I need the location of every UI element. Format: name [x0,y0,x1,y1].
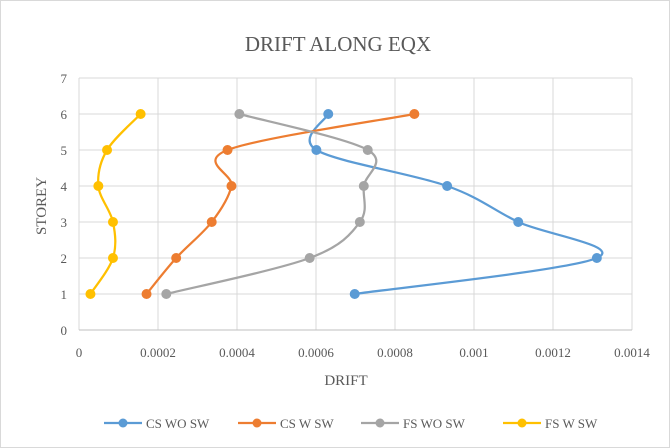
x-tick-label: 0.0002 [140,345,176,360]
series-group [85,109,604,299]
data-point [135,109,146,119]
legend: CS WO SW CS W SW FS WO SW FS W SW [104,416,598,431]
series-line [89,113,142,295]
data-point [362,145,373,155]
data-point [226,181,237,191]
legend-item: FS WO SW [361,416,466,431]
data-point [358,181,369,191]
data-point [354,217,365,227]
legend-item: FS W SW [503,416,598,431]
y-tick-label: 3 [61,215,68,230]
series-fs-wo-sw [161,109,378,299]
series-cs-wo-sw [308,109,604,299]
series-fs-w-sw [85,109,146,299]
legend-swatch-marker [375,418,385,428]
gridlines [79,77,633,330]
data-point [323,109,334,119]
data-point [107,253,118,263]
data-point [513,217,524,227]
axes [78,78,632,331]
data-point [206,217,217,227]
data-point [409,109,420,119]
data-point [93,181,104,191]
y-tick-label: 6 [61,107,68,122]
data-point [349,289,360,299]
data-point [141,289,152,299]
legend-label: FS W SW [545,416,598,431]
x-tick-label: 0.0014 [614,345,650,360]
x-tick-labels: 0 0.0002 0.0004 0.0006 0.0008 0.001 0.0012 0.00… [76,345,651,360]
data-point [442,181,453,191]
data-point [234,109,245,119]
x-tick-label: 0.0006 [298,345,334,360]
y-tick-label: 2 [61,251,68,266]
data-point [591,253,602,263]
legend-swatch-marker [252,418,262,428]
series-line [166,112,378,296]
legend-item: CS WO SW [104,416,210,431]
data-point [222,145,233,155]
y-tick-labels: 0 1 2 3 4 5 6 7 [61,71,68,338]
y-axis-label: STOREY [34,177,50,235]
x-tick-label: 0.001 [459,345,488,360]
chart-title: DRIFT ALONG EQX [245,32,431,56]
series-cs-w-sw [141,109,420,299]
x-axis-label: DRIFT [324,373,367,389]
legend-swatch-marker [118,418,128,428]
legend-item: CS W SW [238,416,334,431]
legend-label: CS WO SW [146,416,210,431]
legend-label: FS WO SW [403,416,466,431]
data-point [161,289,172,299]
data-point [171,253,182,263]
data-point [85,289,96,299]
x-tick-label: 0 [76,345,83,360]
x-tick-label: 0.0012 [535,345,571,360]
y-tick-label: 1 [61,287,68,302]
x-tick-label: 0.0004 [219,345,255,360]
data-point [304,253,315,263]
y-tick-label: 4 [61,179,68,194]
x-tick-label: 0.0008 [377,345,413,360]
legend-swatch-marker [517,418,527,428]
data-point [311,145,322,155]
legend-label: CS W SW [280,416,334,431]
data-point [102,145,113,155]
series-line [308,113,604,296]
data-point [107,217,118,227]
y-tick-label: 0 [61,323,68,338]
y-tick-label: 7 [61,71,68,86]
y-tick-label: 5 [61,143,68,158]
